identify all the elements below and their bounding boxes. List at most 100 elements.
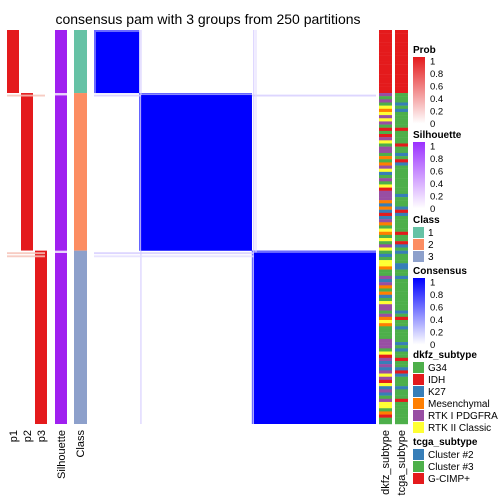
dkfz-subtype-cell [379,171,392,176]
tcga-subtype-cell [395,316,408,321]
silhouette-legend-tick: 0.2 [430,192,443,203]
tcga-subtype-cell [395,181,408,185]
tcga-subtype-cell [395,279,408,283]
dkfz-subtype-cell [379,159,392,163]
tcga-subtype-cell [395,285,408,289]
dkfz-subtype-cell [379,297,392,302]
dkfz-subtype-cell [379,52,392,56]
dkfz-subtype-cell [379,364,392,368]
dkfz-subtype-cell [379,244,392,248]
tcga-subtype-cell [395,143,408,147]
dkfz-subtype-cell [379,137,392,141]
tcga-subtype-cell [395,244,408,248]
tcga-subtype-cell [395,332,408,336]
dkfz-subtype-cell [379,200,392,204]
prob-legend-tick: 0.8 [430,69,443,80]
tcga-subtype-cell [395,52,408,56]
tcga-subtype-cell [395,152,408,157]
dkfz-subtype-cell [379,323,392,327]
tcga-subtype-cell [395,118,408,122]
dkfz-subtype-cell [379,165,392,169]
dkfz-subtype-cell [379,253,392,258]
consensus-edge [94,30,96,94]
tcga-subtype-cell [395,323,408,327]
tcga-subtype-cell [395,83,408,87]
dkfz-subtype-cell [379,99,392,103]
tcga-subtype-cell [395,48,408,53]
tcga-subtype-cell [395,58,408,62]
dkfz-subtype-cell [379,256,392,261]
dkfz-subtype-cell [379,86,392,91]
dkfz-subtype-cell [379,383,392,387]
consensus-legend-tick: 0 [430,340,435,351]
tcga_subtype-legend-swatch [413,461,424,472]
dkfz-subtype-cell [379,408,392,412]
ambiguous-col [253,30,255,424]
tcga-subtype-cell [395,338,408,343]
dkfz-subtype-cell [379,231,392,236]
dkfz-subtype-cell [379,304,392,308]
dkfz-subtype-cell [379,417,392,422]
dkfz_subtype-legend-title: dkfz_subtype [413,350,477,361]
tcga-subtype-cell [395,93,408,97]
tcga-subtype-cell [395,33,408,37]
dkfz-subtype-cell [379,414,392,418]
dkfz-subtype-cell [379,102,392,106]
prob-legend-tick: 0 [430,119,435,130]
dkfz-subtype-cell [379,33,392,37]
tcga-subtype-cell [395,357,408,362]
dkfz-subtype-cell [379,386,392,390]
dkfz-subtype-cell [379,275,392,280]
dkfz-subtype-cell [379,42,392,46]
dkfz-subtype-cell [379,241,392,245]
tcga_subtype-legend-label: Cluster #3 [428,462,474,473]
consensus-core-2 [141,95,252,251]
tcga-subtype-cell [395,159,408,163]
tcga-subtype-cell [395,395,408,399]
dkfz-subtype-cell [379,168,392,173]
tcga-subtype-cell [395,36,408,40]
dkfz-subtype-cell [379,48,392,53]
tcga-subtype-cell [395,127,408,132]
dkfz-subtype-cell [379,203,392,207]
uncertain-sample-marker [7,252,45,255]
tcga-subtype-cell [395,386,408,390]
dkfz_subtype-legend-swatch [413,422,424,433]
tcga-subtype-cell [395,379,408,384]
dkfz-subtype-cell [379,345,392,349]
dkfz-subtype-cell [379,360,392,365]
dkfz-subtype-cell [379,80,392,84]
dkfz-subtype-cell [379,379,392,384]
tcga-subtype-cell [395,376,408,381]
silhouette-legend-tick: 0.6 [430,167,443,178]
tcga-subtype-cell [395,149,408,154]
dkfz-subtype-cell [379,74,392,78]
tcga-subtype-cell [395,67,408,72]
tcga-subtype-cell [395,310,408,314]
dkfz_subtype-legend-label: Mesenchymal [428,399,490,410]
dkfz-subtype-cell [379,263,392,267]
dkfz-subtype-cell [379,313,392,318]
tcga-subtype-cell [395,370,408,374]
consensus-legend-tick: 1 [430,278,435,289]
tcga-subtype-cell [395,45,408,50]
dkfz-subtype-cell [379,206,392,210]
tcga-subtype-cell [395,162,408,166]
dkfz-subtype-cell [379,228,392,232]
dkfz-subtype-cell [379,209,392,214]
dkfz-subtype-cell [379,225,392,229]
silhouette-legend-title: Silhouette [413,130,462,141]
tcga-subtype-cell [395,401,408,406]
tcga-subtype-cell [395,134,408,138]
tcga-subtype-cell [395,247,408,251]
dkfz-subtype-cell [379,316,392,321]
class-legend-swatch [413,239,424,250]
tcga-subtype-cell [395,398,408,403]
prob-legend-tick: 0.4 [430,94,443,105]
uncertain-sample-marker [7,255,45,258]
tcga-subtype-cell [395,96,408,100]
tcga-subtype-cell [395,348,408,352]
dkfz-subtype-cell [379,373,392,377]
legend-panel: Prob10.80.60.40.20Silhouette10.80.60.40.… [413,45,498,485]
